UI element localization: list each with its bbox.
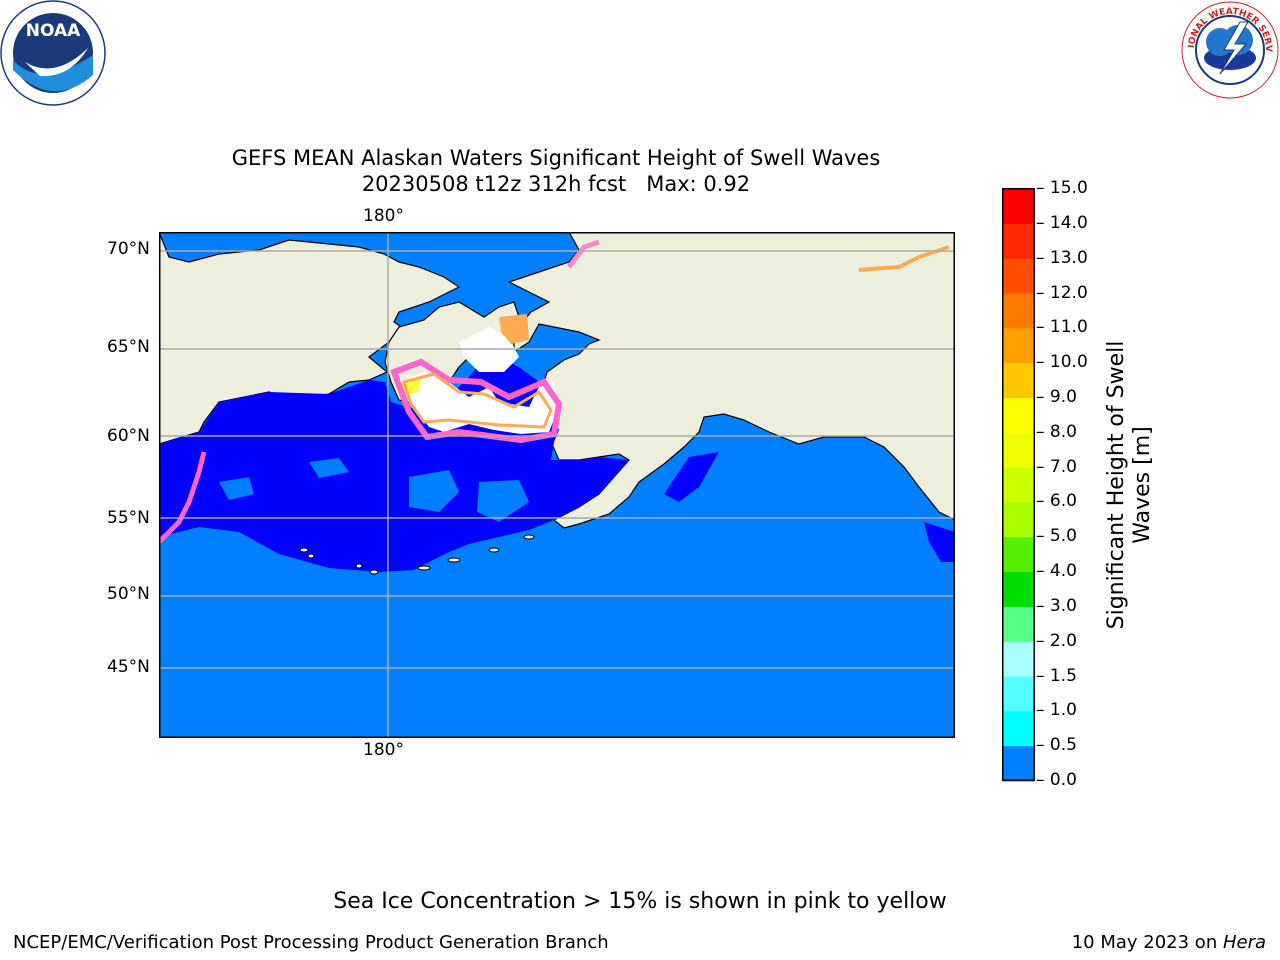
- lat-label-55n: 55°N: [107, 508, 150, 528]
- sea-ice-note: Sea Ice Concentration > 15% is shown in …: [333, 889, 947, 914]
- colorbar-tick-label: – 2.0: [1036, 630, 1077, 651]
- colorbar-swatch: [1003, 537, 1034, 573]
- colorbar-tick-label: – 13.0: [1036, 247, 1088, 268]
- lat-label-70n: 70°N: [107, 239, 150, 259]
- map-frame: [159, 232, 955, 738]
- colorbar-tick-label: – 14.0: [1036, 212, 1088, 233]
- colorbar-swatch: [1003, 746, 1034, 782]
- nws-logo: NATIONAL WEATHER SERVICE: [1180, 0, 1279, 99]
- sea-ice-coast-north: [567, 239, 600, 269]
- se-alaska-low-swell: [924, 522, 955, 562]
- sea-ice-orange: [499, 314, 529, 344]
- sea-ice-coast-ne: [858, 245, 950, 272]
- colorbar-swatch: [1003, 293, 1034, 329]
- colorbar-swatch: [1003, 711, 1034, 747]
- colorbar-tick-label: – 4.0: [1036, 561, 1077, 582]
- colorbar-tick-label: – 8.0: [1036, 421, 1077, 442]
- plot-title: GEFS MEAN Alaskan Waters Significant Hei…: [231, 146, 881, 170]
- graticule: [159, 232, 955, 738]
- credit-right: 10 May 2023 on Hera: [1072, 932, 1266, 953]
- colorbar-tick-label: – 1.0: [1036, 700, 1077, 721]
- colorbar-swatch: [1003, 397, 1034, 434]
- swell-height-map: [159, 232, 955, 738]
- credit-left: NCEP/EMC/Verification Post Processing Pr…: [13, 932, 609, 953]
- colorbar-swatch: [1003, 572, 1034, 608]
- lon-label-top: 180°: [363, 206, 404, 226]
- bering-patch-d: [309, 458, 349, 478]
- lat-label-60n: 60°N: [107, 426, 150, 446]
- colorbar: [1002, 188, 1035, 782]
- plot-subtitle: 20230508 t12z 312h fcst Max: 0.92: [361, 172, 751, 196]
- colorbar-label: Significant Height of Swell Waves [m]: [1104, 340, 1155, 630]
- lat-label-50n: 50°N: [107, 584, 150, 604]
- lat-label-65n: 65°N: [107, 337, 150, 357]
- colorbar-tick-label: – 3.0: [1036, 595, 1077, 616]
- sea-ice-pink-edge: [390, 358, 563, 444]
- colorbar-tick-label: – 0.5: [1036, 735, 1077, 756]
- colorbar-swatch: [1003, 223, 1034, 260]
- lat-label-45n: 45°N: [107, 657, 150, 677]
- sea-ice-siberia-edge: [159, 451, 207, 544]
- colorbar-swatch: [1003, 189, 1034, 225]
- bering-patch-a: [409, 470, 459, 512]
- colorbar-tick-label: – 6.0: [1036, 491, 1077, 512]
- sea-ice-orange-edge: [402, 372, 553, 429]
- colorbar-swatch: [1003, 432, 1034, 469]
- noaa-logo-text: NOAA: [26, 21, 81, 41]
- bering-patch-b: [477, 480, 529, 522]
- colorbar-tick-label: – 7.0: [1036, 456, 1077, 477]
- colorbar-swatch: [1003, 467, 1034, 503]
- aleutian-islands: [299, 534, 535, 575]
- credit-date: 10 May 2023 on: [1071, 932, 1223, 953]
- colorbar-swatch: [1003, 363, 1034, 399]
- colorbar-tick-label: – 15.0: [1036, 178, 1088, 198]
- colorbar-tick-label: – 5.0: [1036, 526, 1077, 547]
- colorbar-tick-label: – 0.0: [1036, 770, 1077, 790]
- colorbar-swatch: [1003, 641, 1034, 678]
- colorbar-tick-label: – 1.5: [1036, 665, 1077, 686]
- lon-label-bottom: 180°: [363, 740, 404, 760]
- bering-patch-c: [219, 477, 254, 500]
- colorbar-tick-label: – 9.0: [1036, 386, 1077, 407]
- colorbar-tick-label: – 10.0: [1036, 352, 1088, 373]
- colorbar-swatch: [1003, 328, 1034, 364]
- colorbar-swatch: [1003, 606, 1034, 643]
- colorbar-tick-label: – 11.0: [1036, 317, 1088, 338]
- colorbar-swatch: [1003, 502, 1034, 538]
- gulf-low-swell: [664, 452, 719, 502]
- sea-ice-white: [399, 372, 559, 434]
- credit-machine: Hera: [1222, 932, 1266, 953]
- noaa-logo: NOAA: [0, 0, 106, 106]
- colorbar-tick-label: – 12.0: [1036, 282, 1088, 303]
- colorbar-swatch: [1003, 258, 1034, 294]
- colorbar-swatch: [1003, 676, 1034, 712]
